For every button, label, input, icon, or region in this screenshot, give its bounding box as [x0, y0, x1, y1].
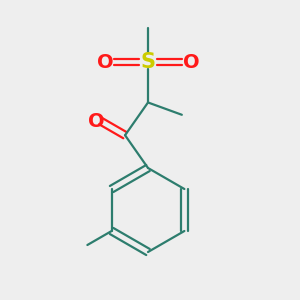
- Text: O: O: [97, 53, 113, 72]
- Text: S: S: [140, 52, 155, 73]
- Text: O: O: [183, 53, 199, 72]
- Text: O: O: [88, 112, 105, 131]
